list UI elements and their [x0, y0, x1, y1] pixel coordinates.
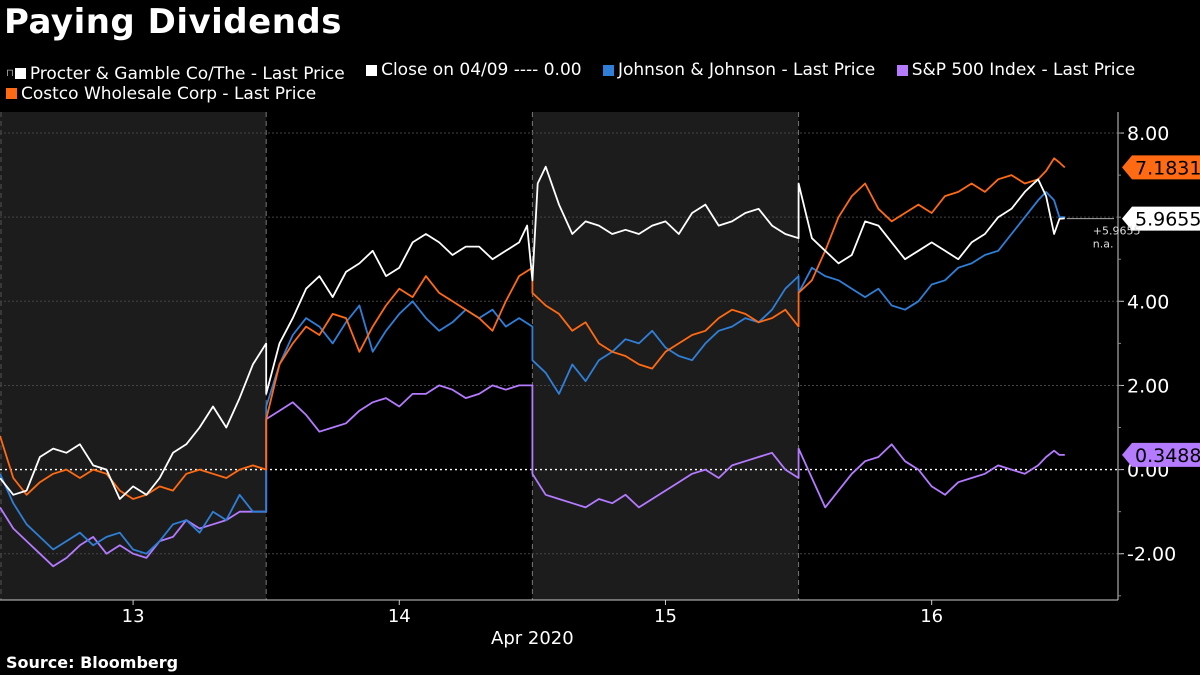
legend-label-costco: Costco Wholesale Corp - Last Price [21, 83, 317, 104]
last-value-procter-gamble: 5.9655 [1135, 209, 1200, 231]
legend-swatch-costco [6, 88, 17, 99]
legend-item-costco[interactable]: Costco Wholesale Corp - Last Price [6, 84, 316, 104]
last-value-costco-tag [1122, 155, 1200, 180]
last-value-sp500-tag [1122, 442, 1200, 467]
legend-label-procter-gamble: Procter & Gamble Co/The - Last Price [29, 63, 345, 84]
annotation-text: +5.9655 [1093, 225, 1141, 238]
legend-swatch-close-reference [366, 64, 378, 76]
x-tick-label: 16 [920, 606, 943, 627]
legend-swatch-sp500 [896, 64, 908, 76]
legend-label-close-reference: Close on 04/09 ---- 0.00 [381, 60, 582, 80]
legend-item-sp500[interactable]: S&P 500 Index - Last Price [896, 60, 1136, 80]
x-tick-label: 15 [654, 606, 677, 627]
x-tick-label: 13 [122, 606, 145, 627]
legend-item-procter-gamble[interactable]: ⊓ Procter & Gamble Co/The - Last Price [6, 64, 345, 84]
legend-swatch-procter-gamble [14, 68, 26, 79]
x-axis-label: Apr 2020 [491, 628, 574, 649]
shaded-band [532, 112, 799, 600]
series-johnson-johnson [0, 191, 1065, 555]
legend-item-johnson-johnson[interactable]: Johnson & Johnson - Last Price [602, 60, 876, 80]
chart-title: Paying Dividends [4, 2, 342, 42]
series-procter-gamble [0, 165, 1065, 500]
y-tick-label: -2.00 [1127, 544, 1176, 566]
y-tick-label: 8.00 [1127, 123, 1169, 145]
last-value-costco: 7.1831 [1135, 157, 1200, 179]
annotation-text: n.a. [1093, 238, 1114, 251]
legend-label-sp500: S&P 500 Index - Last Price [911, 60, 1136, 80]
legend-label-johnson-johnson: Johnson & Johnson - Last Price [617, 60, 876, 80]
y-tick-label: 4.00 [1127, 291, 1169, 313]
legend-item-close-reference[interactable]: Close on 04/09 ---- 0.00 [366, 60, 582, 80]
legend: ⊓ Procter & Gamble Co/The - Last Price C… [6, 60, 1186, 104]
pin-icon: ⊓ [6, 67, 14, 79]
source-note: Source: Bloomberg [6, 653, 179, 672]
y-tick-label: 2.00 [1127, 375, 1169, 397]
shaded-band [0, 112, 267, 600]
x-tick-label: 14 [388, 606, 411, 627]
series-costco [0, 157, 1066, 500]
legend-swatch-johnson-johnson [602, 64, 614, 76]
last-value-procter-gamble-tag [1122, 206, 1200, 231]
last-value-sp500: 0.3488 [1135, 445, 1200, 467]
